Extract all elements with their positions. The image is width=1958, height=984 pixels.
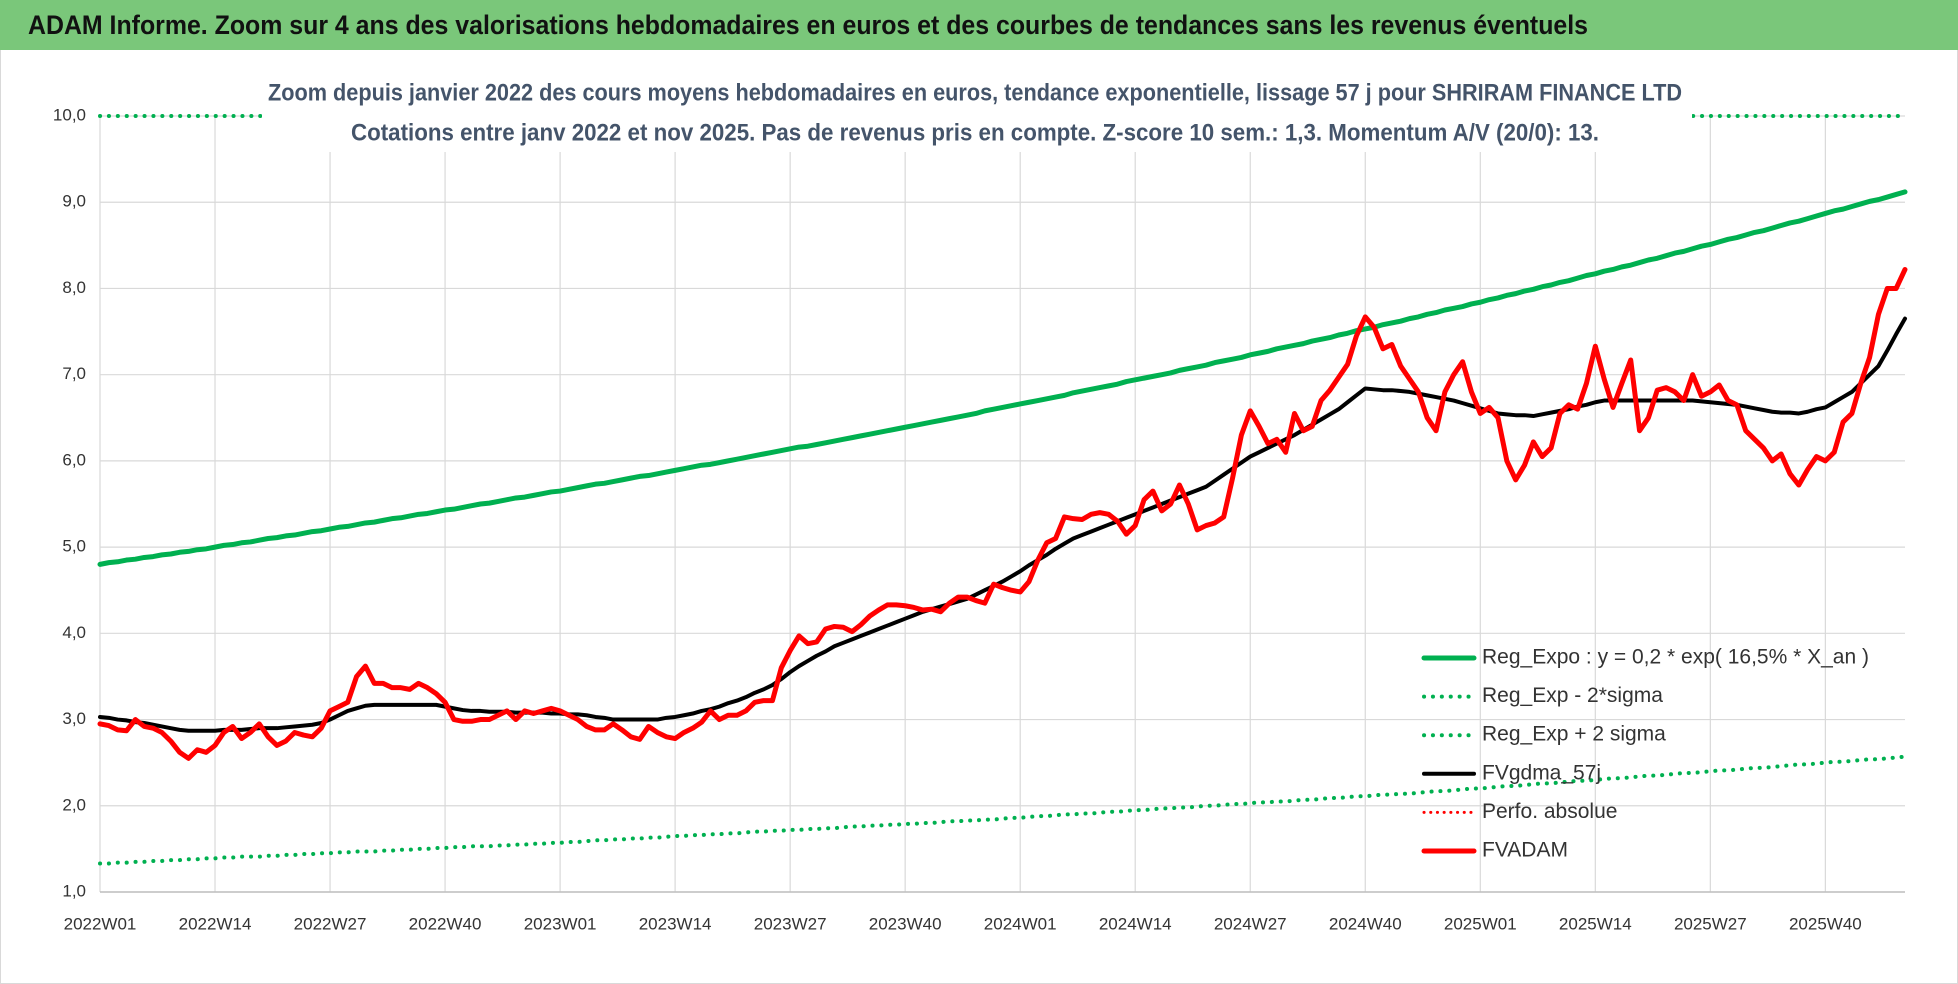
y-tick-label: 2,0 bbox=[62, 795, 86, 814]
series-line bbox=[98, 754, 1907, 866]
x-tick-label: 2024W14 bbox=[1099, 914, 1172, 933]
legend-label: Reg_Exp + 2 sigma bbox=[1482, 723, 1666, 746]
y-tick-label: 7,0 bbox=[62, 364, 86, 383]
x-tick-label: 2022W01 bbox=[64, 914, 137, 933]
banner-title: ADAM Informe. Zoom sur 4 ans des valoris… bbox=[28, 10, 1588, 40]
series-line bbox=[97, 189, 1908, 567]
legend-label: Reg_Exp - 2*sigma bbox=[1482, 684, 1663, 707]
x-tick-label: 2023W01 bbox=[524, 914, 597, 933]
x-tick-label: 2024W40 bbox=[1329, 914, 1402, 933]
y-tick-label: 4,0 bbox=[62, 623, 86, 642]
x-tick-label: 2022W14 bbox=[179, 914, 252, 933]
legend-label: Reg_Expo : y = 0,2 * exp( 16,5% * X_an ) bbox=[1482, 646, 1869, 669]
x-tick-label: 2022W27 bbox=[294, 914, 367, 933]
y-tick-label: 8,0 bbox=[62, 278, 86, 297]
x-tick-label: 2022W40 bbox=[409, 914, 482, 933]
banner-bg bbox=[0, 0, 1958, 50]
series-line bbox=[97, 266, 1908, 761]
x-tick-label: 2023W27 bbox=[754, 914, 827, 933]
y-tick-label: 1,0 bbox=[62, 881, 86, 900]
legend-label: Perfo. absolue bbox=[1482, 800, 1617, 823]
y-tick-label: 10,0 bbox=[53, 105, 86, 124]
x-tick-label: 2025W27 bbox=[1674, 914, 1747, 933]
legend: Reg_Expo : y = 0,2 * exp( 16,5% * X_an )… bbox=[1421, 646, 1869, 862]
x-tick-label: 2025W40 bbox=[1789, 914, 1862, 933]
x-tick-label: 2023W40 bbox=[869, 914, 942, 933]
x-tick-label: 2025W01 bbox=[1444, 914, 1517, 933]
y-tick-label: 9,0 bbox=[62, 192, 86, 211]
x-tick-label: 2023W14 bbox=[639, 914, 712, 933]
series-line bbox=[98, 316, 1907, 733]
x-tick-label: 2025W14 bbox=[1559, 914, 1632, 933]
legend-label: FVADAM bbox=[1482, 839, 1568, 862]
chart-title: Zoom depuis janvier 2022 des cours moyen… bbox=[268, 79, 1682, 106]
y-tick-label: 6,0 bbox=[62, 450, 86, 469]
x-tick-label: 2024W01 bbox=[984, 914, 1057, 933]
plot-area: 1,0 2,0 3,0 4,0 5,0 6,0 7,0 8,0 9,0 10,0 2022W01 20… bbox=[53, 105, 1908, 933]
y-tick-label: 3,0 bbox=[62, 709, 86, 728]
chart-subtitle: Cotations entre janv 2022 et nov 2025. P… bbox=[351, 119, 1599, 146]
x-tick-label: 2024W27 bbox=[1214, 914, 1287, 933]
y-tick-label: 5,0 bbox=[62, 537, 86, 556]
title-bg bbox=[262, 76, 1692, 152]
legend-label: FVgdma_57j bbox=[1482, 761, 1601, 784]
